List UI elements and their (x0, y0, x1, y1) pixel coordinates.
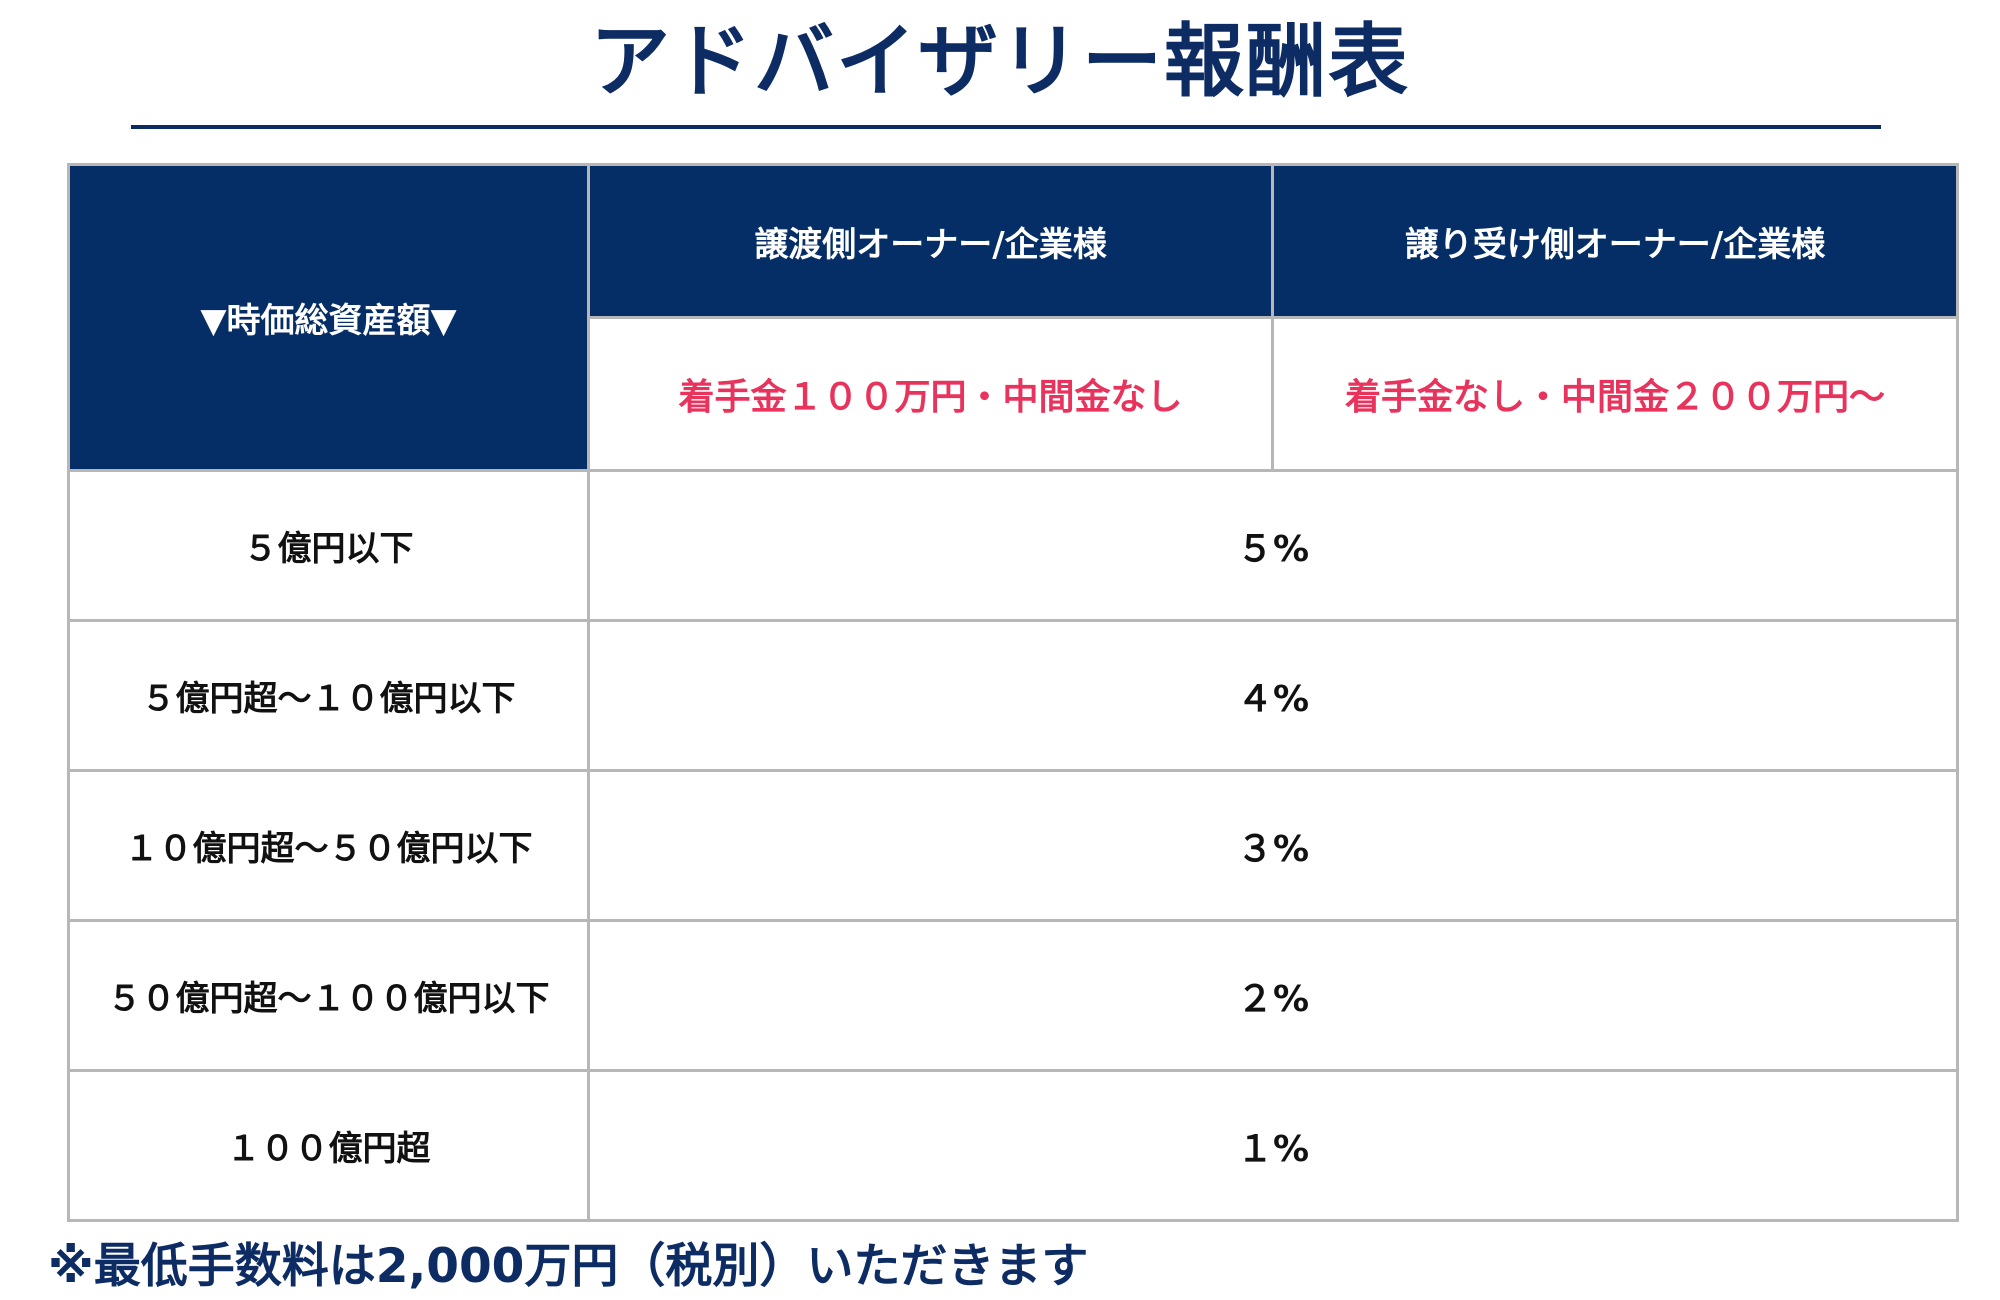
transfer-side-fee-terms: 着手金１００万円・中間金なし (587, 316, 1274, 472)
table-row: ５０億円超〜１００億円以下 ２% (67, 919, 1959, 1072)
asset-range-cell: ５億円以下 (67, 469, 590, 622)
receive-side-fee-terms: 着手金なし・中間金２００万円〜 (1271, 316, 1959, 472)
fee-terms-row: 着手金１００万円・中間金なし 着手金なし・中間金２００万円〜 (69, 316, 1959, 472)
table-row: ５億円超〜１０億円以下 ４% (67, 619, 1959, 772)
asset-range-cell: １００億円超 (67, 1069, 590, 1222)
fee-table: ▼時価総資産額▼ 譲渡側オーナー/企業様 譲り受け側オーナー/企業様 着手金１０… (67, 163, 1959, 1222)
header-row: ▼時価総資産額▼ 譲渡側オーナー/企業様 譲り受け側オーナー/企業様 (67, 163, 1959, 472)
rate-cell: ４% (587, 619, 1959, 772)
minimum-fee-note: ※最低手数料は2,000万円（税別）いただきます (48, 1239, 1089, 1294)
rate-cell: ２% (587, 919, 1959, 1072)
asset-range-cell: ５億円超〜１０億円以下 (67, 619, 590, 772)
receive-side-header: 譲り受け側オーナー/企業様 (1271, 163, 1959, 319)
table-row: １０億円超〜５０億円以下 ３% (67, 769, 1959, 922)
asset-range-cell: ５０億円超〜１００億円以下 (67, 919, 590, 1072)
table-row: ５億円以下 ５% (67, 469, 1959, 622)
transfer-side-header: 譲渡側オーナー/企業様 (587, 163, 1274, 319)
asset-range-cell: １０億円超〜５０億円以下 (67, 769, 590, 922)
title-underline (131, 125, 1881, 129)
rate-cell: ５% (587, 469, 1959, 622)
asset-column-header: ▼時価総資産額▼ (67, 163, 590, 472)
table-row: １００億円超 １% (67, 1069, 1959, 1222)
rate-cell: １% (587, 1069, 1959, 1222)
rate-cell: ３% (587, 769, 1959, 922)
page-title: アドバイザリー報酬表 (590, 15, 1410, 108)
